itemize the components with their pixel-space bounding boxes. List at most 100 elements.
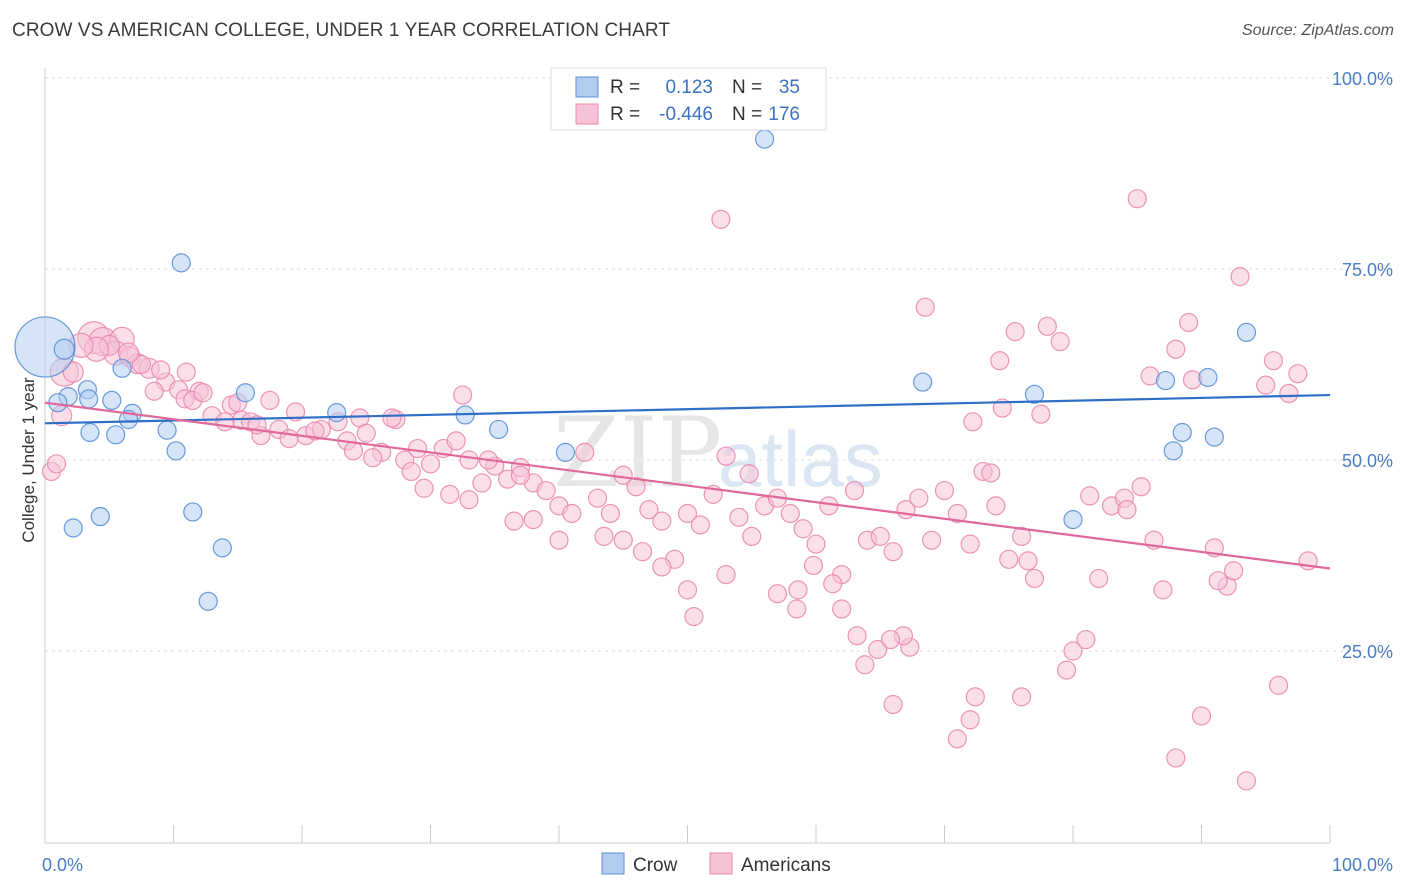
crow-point-34 — [112, 358, 132, 378]
trend-lines — [44, 393, 1331, 570]
americans-point-110 — [947, 729, 967, 749]
americans-point-77 — [1011, 526, 1032, 547]
americans-point-156 — [46, 454, 67, 474]
stats-crow-n-value: 35 — [779, 77, 800, 98]
americans-point-72 — [947, 503, 967, 524]
americans-point-140 — [305, 421, 325, 441]
americans-point-54 — [716, 446, 736, 466]
americans-point-112 — [960, 710, 980, 730]
americans-point-60 — [793, 519, 813, 539]
americans-point-106 — [1031, 404, 1051, 424]
crow-point-29 — [1172, 422, 1192, 443]
stats-americans-r-value: -0.446 — [659, 104, 713, 125]
americans-point-90 — [1179, 312, 1199, 333]
americans-point-64 — [844, 480, 865, 501]
americans-point-69 — [909, 488, 929, 508]
legend-crow-label: Crow — [633, 855, 678, 876]
y-tick-label-0: 25.0% — [1342, 642, 1393, 662]
americans-point-172 — [1279, 383, 1299, 404]
americans-point-116 — [847, 626, 867, 646]
americans-point-43 — [575, 442, 595, 462]
americans-point-71 — [934, 480, 955, 501]
crow-point-6 — [102, 390, 122, 411]
americans-point-97 — [1268, 675, 1289, 695]
americans-point-136 — [453, 385, 473, 405]
y-tick-label-2: 75.0% — [1342, 260, 1393, 280]
gridlines — [45, 77, 1393, 652]
crow-point-0 — [14, 316, 76, 378]
americans-point-61 — [806, 534, 826, 554]
americans-point-26 — [356, 423, 376, 443]
americans-point-33 — [446, 431, 466, 451]
americans-point-73 — [960, 534, 980, 554]
stats-americans-swatch — [575, 103, 599, 125]
americans-point-119 — [767, 584, 788, 604]
x-tick-labels: 0.0% 100.0% — [42, 855, 1393, 875]
y-tick-label-3: 100.0% — [1332, 69, 1393, 89]
americans-point-133 — [401, 461, 421, 482]
americans-point-47 — [626, 477, 646, 497]
x-tick-label-0: 0.0% — [42, 855, 83, 875]
americans-point-95 — [1236, 771, 1257, 791]
americans-point-45 — [600, 503, 621, 524]
crow-point-16 — [212, 538, 232, 558]
americans-point-103 — [990, 351, 1010, 371]
americans-point-126 — [594, 526, 614, 547]
crow-point-12 — [166, 441, 186, 461]
americans-point-104 — [963, 412, 983, 432]
americans-point-42 — [562, 503, 582, 524]
americans-point-120 — [684, 607, 704, 627]
crow-point-22 — [489, 419, 509, 440]
crow-point-5 — [79, 389, 99, 409]
americans-point-79 — [1037, 316, 1057, 336]
americans-point-149 — [144, 381, 164, 401]
americans-point-121 — [677, 580, 698, 600]
americans-point-98 — [1288, 364, 1308, 384]
crow-point-18 — [171, 253, 191, 273]
stats-americans-n-value: 176 — [768, 104, 800, 125]
americans-point-165 — [1117, 500, 1137, 520]
crow-point-14 — [90, 506, 110, 527]
americans-point-83 — [1089, 568, 1109, 589]
americans-point-102 — [1005, 322, 1025, 342]
americans-point-59 — [780, 503, 800, 524]
americans-point-145 — [215, 412, 235, 432]
americans-point-40 — [536, 480, 556, 501]
americans-point-174 — [1080, 486, 1100, 506]
americans-point-128 — [504, 511, 524, 531]
americans-point-158 — [788, 580, 808, 600]
americans-point-171 — [1263, 351, 1284, 371]
americans-point-109 — [965, 687, 985, 707]
americans-point-163 — [880, 629, 901, 650]
americans-point-96 — [1256, 375, 1276, 395]
crow-point-25 — [913, 372, 933, 392]
americans-point-88 — [1153, 580, 1173, 600]
americans-point-170 — [1224, 561, 1244, 581]
americans-point-20 — [285, 402, 306, 422]
axes — [44, 68, 1331, 844]
crow-point-15 — [183, 502, 203, 522]
americans-point-76 — [999, 549, 1019, 569]
americans-point-135 — [510, 465, 531, 485]
crow-point-13 — [63, 518, 83, 538]
americans-point-82 — [1076, 629, 1096, 650]
americans-point-139 — [343, 441, 363, 461]
americans-point-146 — [193, 383, 213, 403]
americans-point-107 — [1018, 551, 1038, 571]
americans-point-125 — [613, 530, 633, 550]
americans-point-34 — [459, 450, 479, 470]
americans-point-111 — [1011, 687, 1032, 707]
legend-crow-swatch — [601, 852, 625, 875]
americans-point-51 — [677, 503, 698, 524]
americans-point-118 — [787, 599, 807, 619]
stats-americans-r-label: R = — [610, 104, 640, 125]
americans-point-101 — [915, 297, 935, 317]
americans-point-127 — [549, 530, 569, 550]
crow-point-10 — [80, 422, 100, 443]
americans-point-147 — [176, 362, 196, 382]
americans-point-142 — [260, 390, 280, 411]
americans-point-160 — [823, 574, 843, 594]
series-legend: Crow Americans — [601, 852, 831, 876]
americans-point-117 — [832, 599, 852, 619]
crow-point-23 — [555, 442, 576, 462]
